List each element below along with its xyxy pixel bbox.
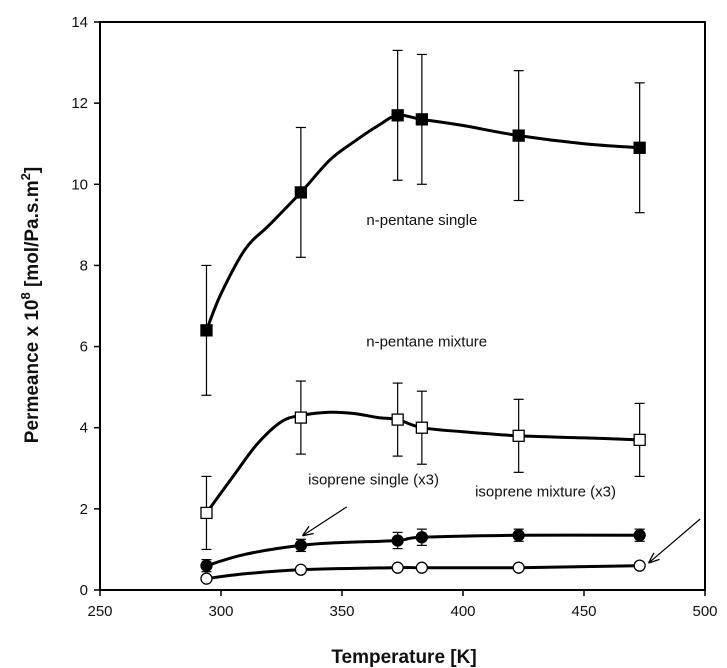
data-point <box>200 506 213 520</box>
x-tick-label: 500 <box>692 603 717 620</box>
y-tick-label: 14 <box>71 14 88 31</box>
data-point <box>633 529 646 542</box>
x-tick-label: 250 <box>87 603 112 620</box>
data-point <box>200 324 213 337</box>
y-axis-title: Permeance x 108 [mol/Pa.s.m2] <box>18 167 43 443</box>
data-point <box>391 534 404 547</box>
y-tick-label: 6 <box>80 339 88 356</box>
data-point <box>200 572 213 585</box>
y-tick-label: 8 <box>80 257 88 274</box>
x-tick-label: 350 <box>329 603 354 620</box>
series-n-pentane-mixture <box>200 380 646 551</box>
annotation-arrow-isoprene-single-x3 <box>303 506 348 535</box>
x-axis-title: Temperature [K] <box>331 647 476 668</box>
y-axis-title-close: ] <box>22 167 43 173</box>
data-point <box>294 539 308 552</box>
y-axis-title-exponent: 8 <box>18 292 33 299</box>
data-point <box>633 433 646 447</box>
x-tick-label: 400 <box>450 603 475 620</box>
y-axis-title-main: Permeance x 10 <box>22 300 43 444</box>
y-axis-title-unit: [mol/Pa.s.m <box>22 180 43 292</box>
data-point <box>294 411 308 424</box>
data-point <box>512 429 525 442</box>
annotation-arrow-isoprene-mixture-x3 <box>649 518 701 562</box>
data-point <box>415 531 429 544</box>
data-point <box>294 186 308 199</box>
series-n-pentane-single <box>200 49 646 396</box>
annotation-isoprene-single-x3: isoprene single (x3) <box>308 472 439 489</box>
series-group <box>200 49 646 585</box>
data-point <box>391 109 404 122</box>
data-point <box>415 561 429 574</box>
x-tick-label: 300 <box>208 603 233 620</box>
data-point <box>512 129 525 142</box>
data-point <box>415 421 429 434</box>
y-tick-label: 4 <box>80 420 88 437</box>
data-point <box>512 529 525 542</box>
y-tick-label: 12 <box>71 95 88 112</box>
y-tick-label: 0 <box>80 582 88 599</box>
series-isoprene-single-x3 <box>200 528 646 573</box>
data-point <box>415 113 429 126</box>
axes: 250 300 350 400 450 500 0 2 4 6 8 10 12 14 <box>71 14 717 620</box>
y-tick-label: 2 <box>80 501 88 518</box>
data-point <box>512 561 525 574</box>
plot-frame <box>99 21 706 591</box>
annotation-isoprene-mixture-x3: isoprene mixture (x3) <box>475 484 616 501</box>
x-tick-label: 450 <box>571 603 596 620</box>
data-point <box>294 563 308 576</box>
data-point <box>633 141 646 154</box>
y-tick-label: 10 <box>71 176 88 193</box>
annotation-n-pentane-mixture: n-pentane mixture <box>366 334 487 351</box>
data-point <box>391 561 404 574</box>
y-axis-title-unit-exponent: 2 <box>18 173 33 180</box>
data-point <box>200 559 213 572</box>
annotation-n-pentane-single: n-pentane single <box>366 212 477 229</box>
data-point <box>391 413 404 426</box>
data-point <box>633 559 646 572</box>
annotations: n-pentane single n-pentane mixture isopren… <box>303 212 701 563</box>
series-isoprene-mixture-x3 <box>200 559 646 585</box>
